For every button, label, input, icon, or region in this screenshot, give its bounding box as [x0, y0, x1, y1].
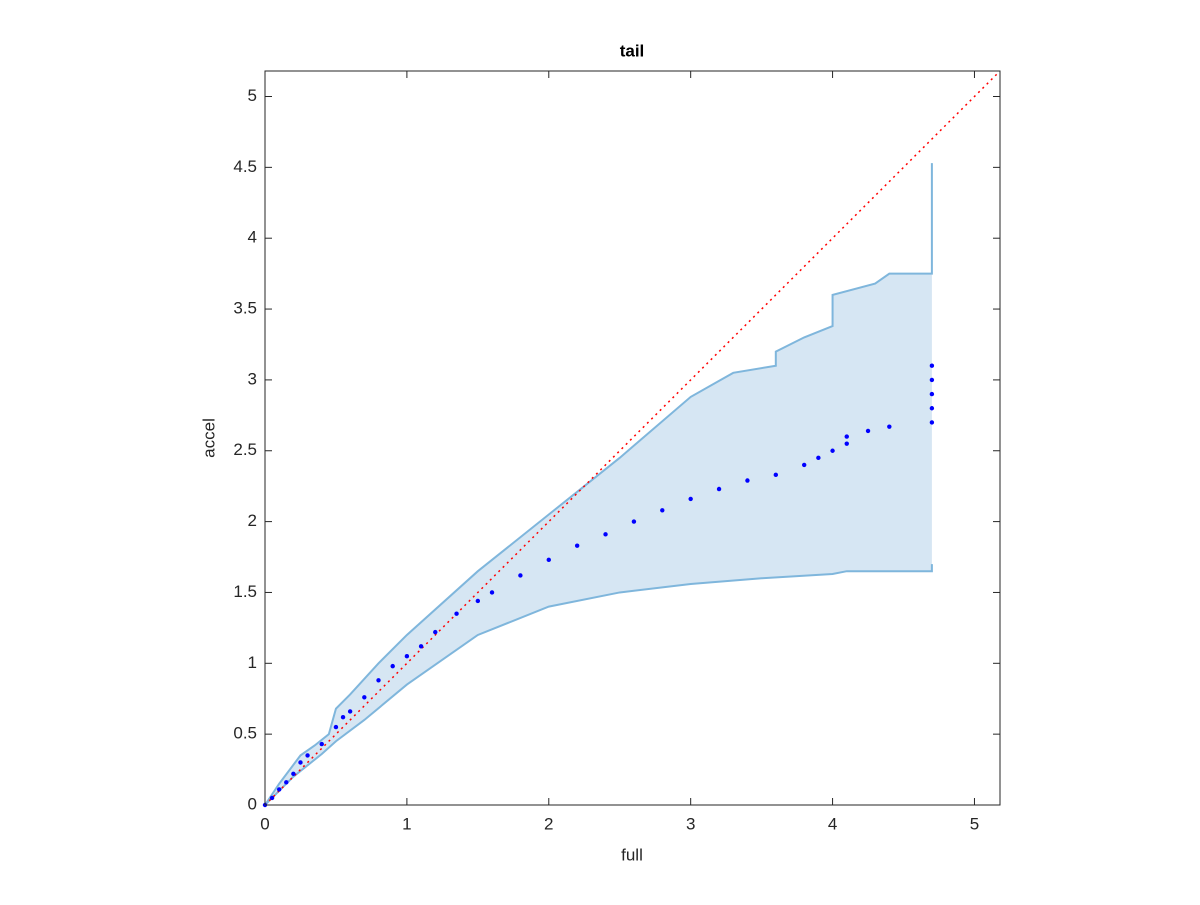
point [433, 629, 438, 635]
point [887, 424, 892, 429]
x-axis-label: full [621, 845, 643, 864]
y-tick-label: 2 [248, 511, 257, 530]
point [929, 420, 935, 425]
point [688, 496, 693, 502]
axes-box [264, 70, 1001, 806]
y-tick-label: 3 [248, 369, 257, 388]
y-tick-label: 5 [248, 86, 257, 105]
point [865, 428, 871, 434]
y-tick-label: 0 [248, 794, 257, 813]
point [830, 448, 835, 453]
point [362, 695, 367, 700]
reference-line [264, 70, 1001, 806]
point [475, 598, 481, 604]
point [276, 787, 282, 792]
point [454, 611, 459, 616]
y-tick-label: 4 [248, 228, 257, 247]
x-tick-label: 4 [828, 814, 837, 833]
y-tick-label: 0.5 [233, 724, 257, 743]
band-upper [264, 163, 933, 806]
point [716, 486, 722, 492]
x-tick-label: 2 [544, 814, 553, 833]
point [347, 709, 353, 714]
point [305, 753, 310, 758]
point [603, 532, 608, 537]
band-lower [264, 564, 933, 806]
point [631, 519, 637, 524]
x-tick-label: 5 [970, 814, 979, 833]
point [801, 462, 807, 468]
point [660, 508, 665, 513]
point [489, 590, 495, 595]
y-axis-label: accel [199, 418, 218, 458]
point [745, 478, 750, 483]
y-tick-label: 1.5 [233, 582, 257, 601]
point [298, 760, 303, 765]
point [816, 455, 821, 461]
point [929, 391, 935, 397]
point [546, 557, 551, 563]
point [844, 441, 849, 446]
point [418, 644, 424, 649]
y-tick-label: 4.5 [233, 157, 257, 176]
point [390, 663, 395, 669]
point [291, 771, 296, 777]
y-tick-label: 2.5 [233, 440, 257, 459]
point [518, 573, 523, 578]
x-tick-label: 1 [402, 814, 411, 833]
point [284, 780, 289, 785]
x-tick-label: 0 [260, 814, 269, 833]
point [929, 377, 935, 383]
point [574, 543, 580, 548]
chart-title: tail [620, 41, 645, 60]
point [333, 724, 339, 730]
point [404, 654, 410, 659]
x-tick-label: 3 [686, 814, 695, 833]
point [319, 741, 324, 747]
point [929, 406, 935, 411]
point [929, 363, 935, 368]
point [773, 472, 779, 478]
y-tick-label: 1 [248, 653, 257, 672]
point [844, 434, 849, 439]
point [340, 714, 346, 720]
point [376, 678, 381, 683]
point [269, 795, 275, 801]
y-tick-label: 3.5 [233, 299, 257, 318]
band-fill [265, 163, 932, 805]
